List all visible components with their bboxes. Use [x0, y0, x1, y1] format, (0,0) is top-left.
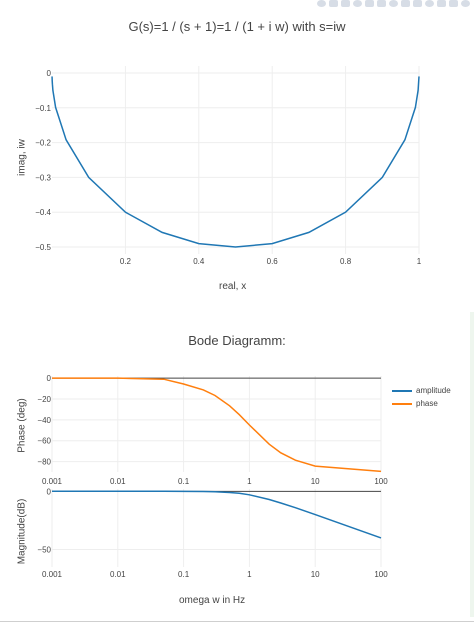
y-tick-label: −60	[37, 437, 51, 446]
x-tick-label: 1	[247, 570, 252, 579]
hover-closest-icon[interactable]	[449, 0, 458, 7]
reset-icon[interactable]	[425, 0, 434, 7]
plot-modebar	[313, 0, 474, 10]
y-tick-label: −0.5	[35, 243, 51, 252]
bode-x-axis-label: omega w in Hz	[179, 595, 246, 606]
nyquist-curve	[51, 76, 420, 248]
autoscale-icon[interactable]	[413, 0, 422, 7]
x-tick-label: 0.8	[340, 257, 352, 266]
legend-item-amplitude[interactable]: amplitude	[392, 384, 451, 397]
y-tick-label: 0	[47, 374, 52, 383]
hover-compare-icon[interactable]	[461, 0, 470, 7]
amplitude-curve	[52, 490, 382, 539]
x-tick-label: 0.1	[178, 477, 190, 486]
box-select-icon[interactable]	[365, 0, 374, 7]
magnitude-y-axis-label: Magnitude(dB)	[16, 498, 28, 565]
nyquist-y-axis-label: imag, iw	[16, 139, 28, 176]
save-icon[interactable]	[329, 0, 338, 7]
x-tick-label: 0.001	[42, 570, 63, 579]
y-tick-label: −20	[37, 395, 51, 404]
y-tick-label: −50	[37, 546, 51, 555]
bode-title: Bode Diagramm:	[188, 333, 286, 348]
x-tick-label: 1	[247, 477, 252, 486]
x-tick-label: 10	[311, 570, 320, 579]
x-tick-label: 100	[374, 570, 388, 579]
legend-label-phase: phase	[416, 399, 438, 408]
x-tick-label: 0.1	[178, 570, 190, 579]
nyquist-title: G(s)=1 / (s + 1)=1 / (1 + i w) with s=iw	[128, 19, 346, 34]
y-tick-label: −0.4	[35, 208, 51, 217]
zoom-out-icon[interactable]	[401, 0, 410, 7]
y-tick-label: −0.2	[35, 139, 51, 148]
x-tick-label: 0.01	[110, 477, 126, 486]
y-tick-label: −80	[37, 458, 51, 467]
zoom-icon[interactable]	[341, 0, 350, 7]
legend-item-phase[interactable]: phase	[392, 397, 451, 410]
phase-swatch	[392, 402, 412, 405]
legend-label-amplitude: amplitude	[416, 386, 451, 395]
phase-y-axis-label: Phase (deg)	[16, 398, 28, 453]
right-edge-strip	[470, 312, 474, 617]
y-tick-label: −0.3	[35, 173, 51, 182]
pan-icon[interactable]	[353, 0, 362, 7]
nyquist-plot[interactable]: 0.2 0.4 0.6 0.8 1 0 −0.1 −0.2 −0.3 −0.4 −0.5	[0, 0, 474, 300]
x-tick-label: 0.6	[267, 257, 279, 266]
nyquist-x-axis-label: real, x	[219, 281, 247, 292]
y-tick-label: 0	[47, 69, 52, 78]
y-tick-label: 0	[47, 487, 52, 496]
x-tick-label: 0.001	[42, 477, 63, 486]
lasso-icon[interactable]	[377, 0, 386, 7]
y-tick-label: −0.1	[35, 104, 51, 113]
x-tick-label: 0.4	[193, 257, 205, 266]
y-tick-label: −40	[37, 416, 51, 425]
x-tick-label: 10	[311, 477, 320, 486]
amplitude-swatch	[392, 389, 412, 392]
spike-icon[interactable]	[437, 0, 446, 7]
phase-curve	[52, 377, 382, 473]
x-tick-label: 0.01	[110, 570, 126, 579]
zoom-in-icon[interactable]	[389, 0, 398, 7]
bode-legend[interactable]: amplitude phase	[392, 384, 451, 410]
x-tick-label: 1	[417, 257, 422, 266]
x-tick-label: 100	[374, 477, 388, 486]
x-tick-label: 0.2	[120, 257, 132, 266]
camera-icon[interactable]	[317, 0, 326, 7]
